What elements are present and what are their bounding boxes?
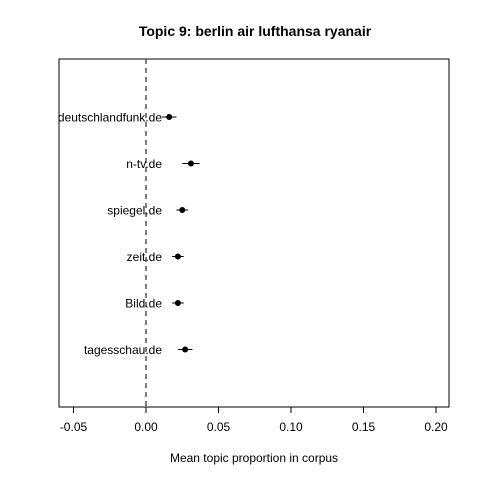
point-label: spiegel.de bbox=[107, 204, 162, 218]
chart-title: Topic 9: berlin air lufthansa ryanair bbox=[139, 23, 372, 39]
data-point bbox=[179, 207, 186, 213]
point-label: Bild.de bbox=[125, 297, 162, 311]
points-layer: deutschlandfunk.de n-tv.de spiegel.de zeit.… bbox=[58, 111, 200, 357]
x-axis: -0.05 0.00 0.05 0.10 0.15 0.20 bbox=[60, 406, 448, 434]
point-row: n-tv.de bbox=[126, 157, 200, 171]
point-label: zeit.de bbox=[127, 250, 163, 264]
x-tick-label: -0.05 bbox=[60, 420, 88, 434]
point-row: spiegel.de bbox=[107, 204, 189, 218]
point-row: deutschlandfunk.de bbox=[58, 111, 177, 125]
point-label: n-tv.de bbox=[126, 157, 162, 171]
point-label: tagesschau.de bbox=[84, 343, 162, 357]
point-row: tagesschau.de bbox=[84, 343, 193, 357]
data-point bbox=[166, 114, 173, 120]
data-point bbox=[187, 160, 194, 167]
x-tick-label: 0.00 bbox=[134, 420, 158, 434]
x-tick-label: 0.20 bbox=[424, 420, 448, 434]
x-tick-label: 0.10 bbox=[279, 420, 303, 434]
data-point bbox=[182, 346, 189, 353]
point-row: zeit.de bbox=[127, 250, 184, 264]
point-row: Bild.de bbox=[125, 297, 184, 311]
data-point bbox=[174, 253, 181, 260]
x-axis-title: Mean topic proportion in corpus bbox=[170, 451, 338, 465]
x-tick-label: 0.15 bbox=[352, 420, 376, 434]
point-label: deutschlandfunk.de bbox=[58, 111, 162, 125]
data-point bbox=[174, 300, 181, 306]
x-tick-label: 0.05 bbox=[207, 420, 231, 434]
